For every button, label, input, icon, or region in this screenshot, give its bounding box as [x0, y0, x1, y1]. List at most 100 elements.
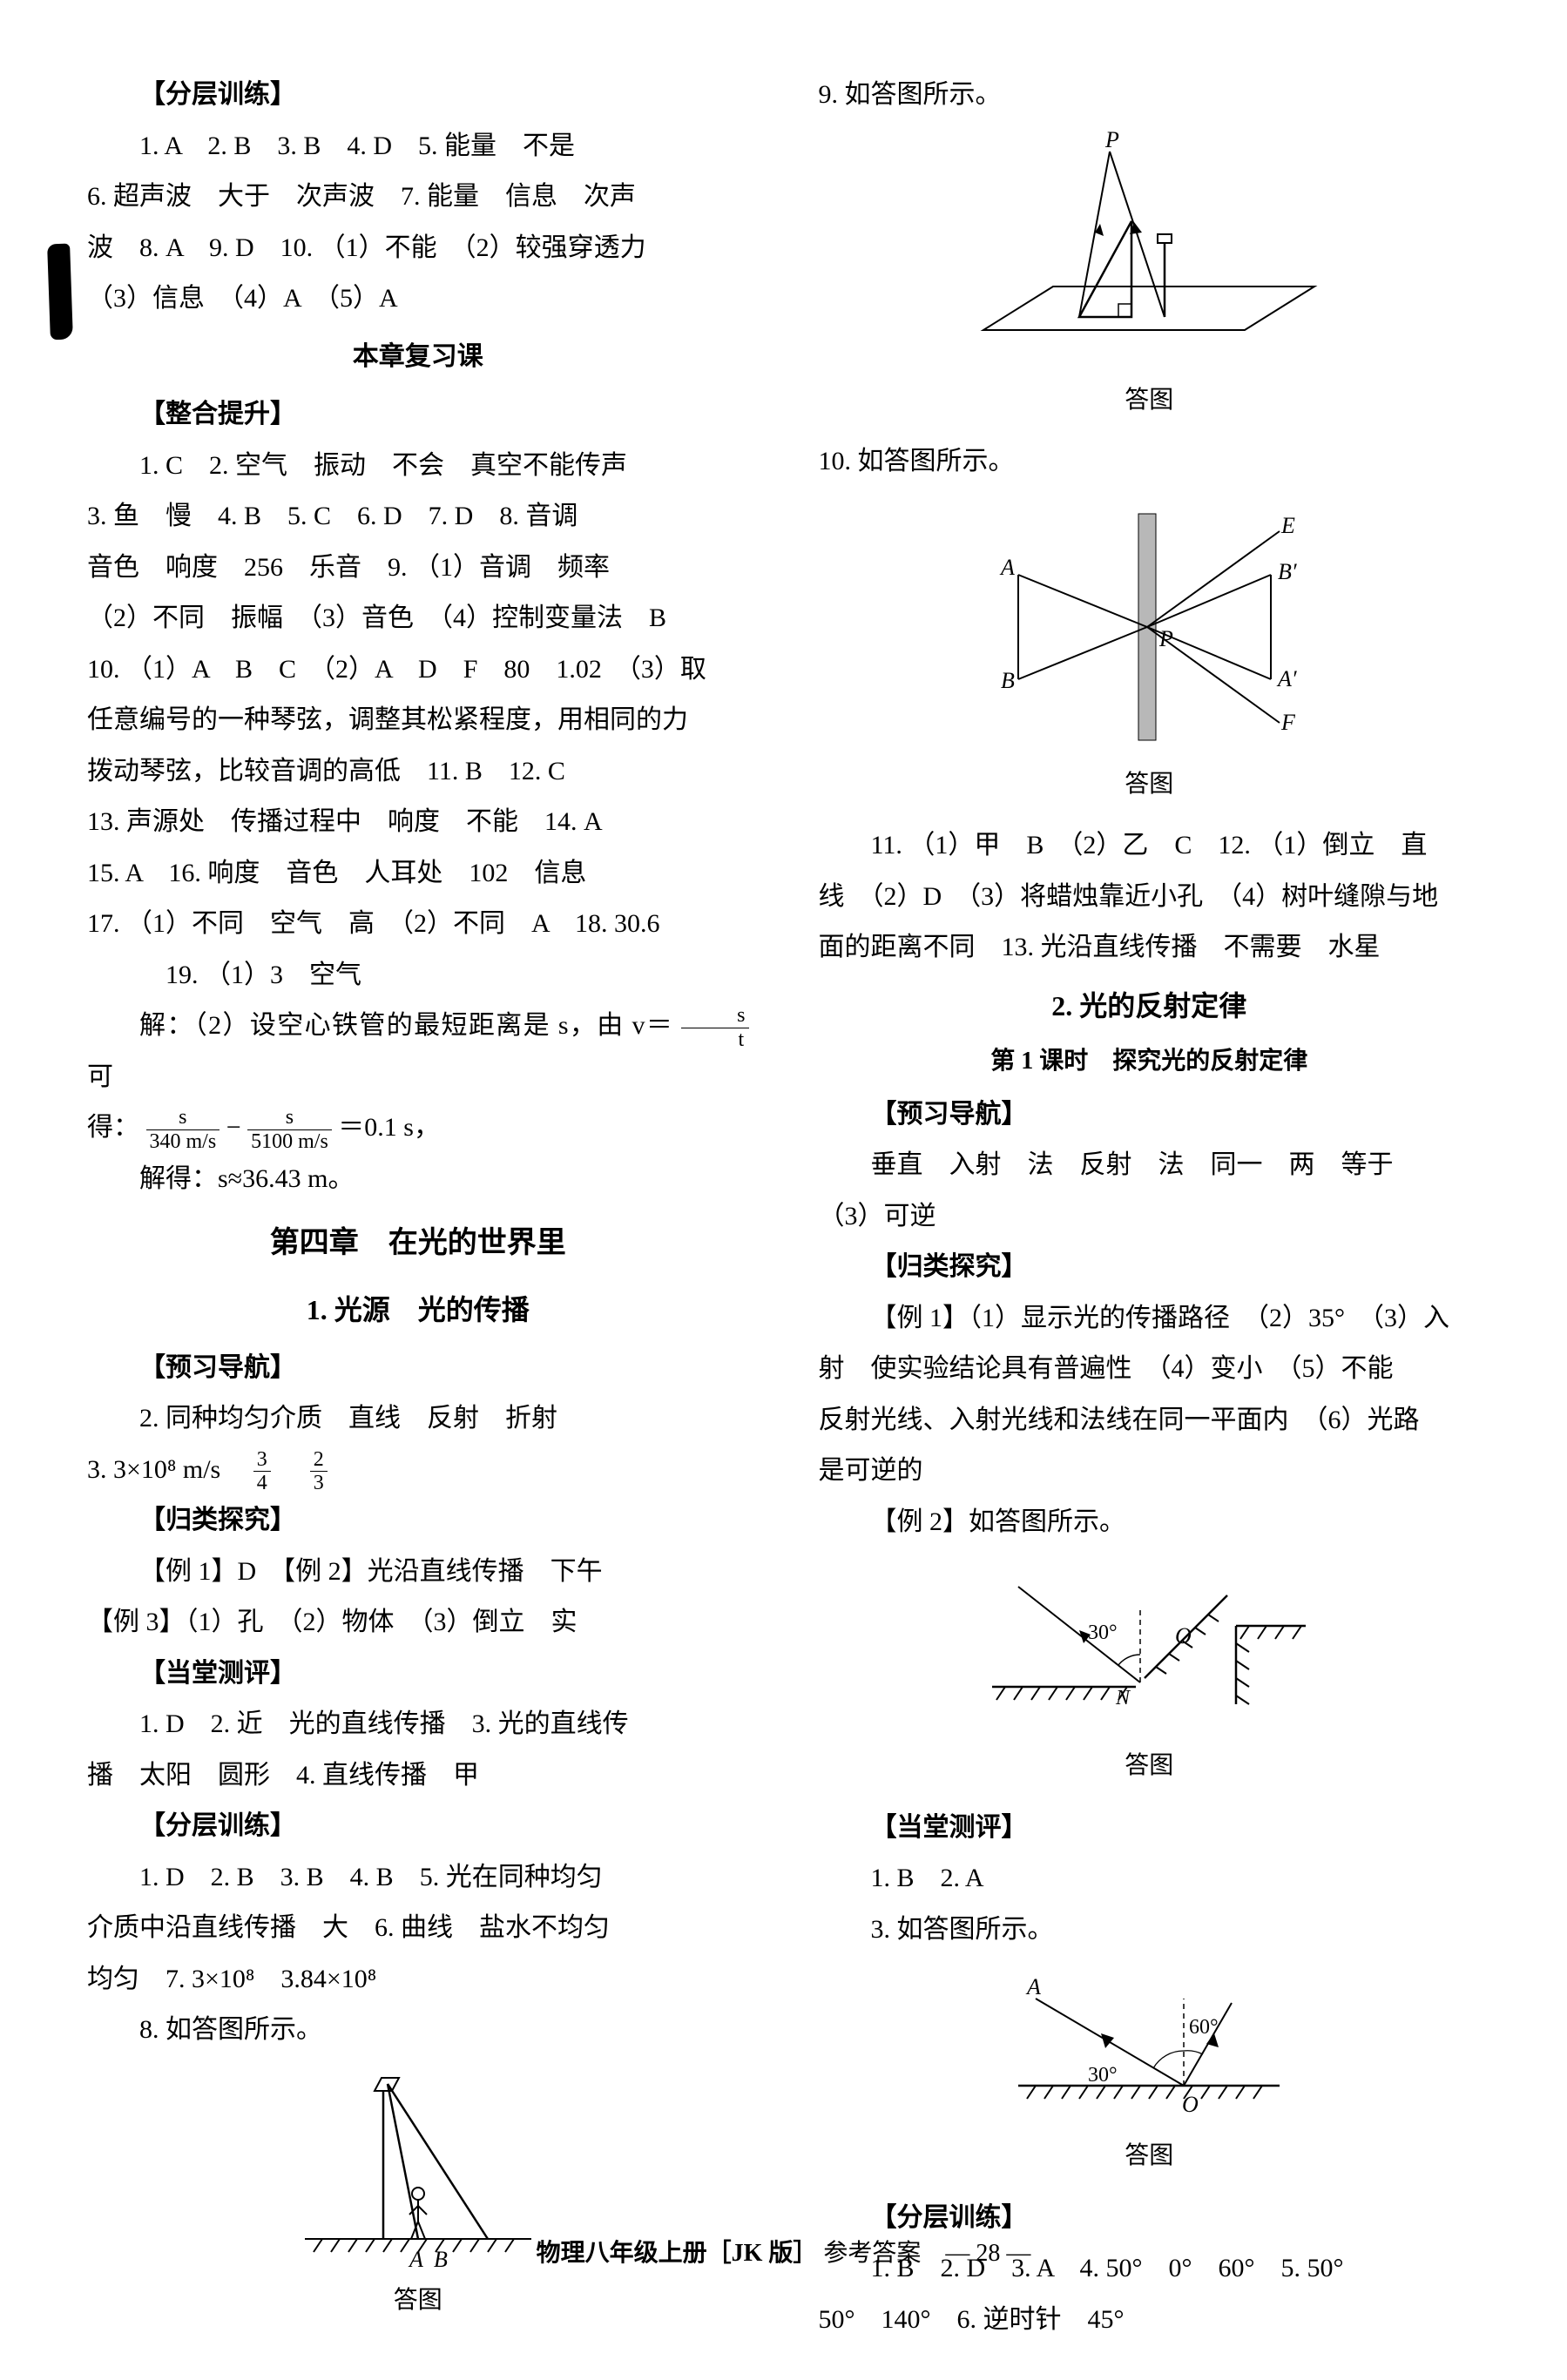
fraction: s5100 m/s — [247, 1106, 332, 1153]
figure-caption: 答图 — [819, 761, 1481, 809]
answer-line: 【例 3】（1）孔 （2）物体 （3）倒立 实 — [87, 1597, 749, 1648]
sec-title: 【归类探究】 — [819, 1242, 1481, 1293]
answer-line: （3）可逆 — [819, 1191, 1481, 1243]
answer-line: 介质中沿直线传播 大 6. 曲线 盐水不均匀 — [87, 1903, 749, 1954]
answer-line: 50° 140° 6. 逆时针 45° — [819, 2295, 1481, 2346]
answer-line: 2. 同种均匀介质 直线 反射 折射 — [87, 1393, 749, 1445]
answer-line: 【例 2】如答图所示。 — [819, 1497, 1481, 1548]
answer-line: 播 太阳 圆形 4. 直线传播 甲 — [87, 1750, 749, 1802]
answer-line: 波 8. A 9. D 10. （1）不能 （2）较强穿透力 — [87, 223, 749, 274]
sec-title: 【预习导航】 — [819, 1089, 1481, 1141]
answer-line: 11. （1）甲 B （2）乙 C 12. （1）倒立 直 — [819, 820, 1481, 872]
sec-title: 【当堂测评】 — [819, 1803, 1481, 1854]
footer-page: 参考答案 — 28 — — [823, 2240, 1030, 2267]
chapter-title: 第四章 在光的世界里 — [87, 1215, 749, 1272]
answer-line: 3. 鱼 慢 4. B 5. C 6. D 7. D 8. 音调 — [87, 491, 749, 543]
figure-caption: 答图 — [87, 2277, 749, 2325]
answer-line: （3）信息 （4）A （5）A — [87, 273, 749, 325]
answer-line: 6. 超声波 大于 次声波 7. 能量 信息 次声 — [87, 172, 749, 223]
answer-line: 1. D 2. B 3. B 4. B 5. 光在同种均匀 — [87, 1852, 749, 1904]
svg-text:B: B — [1001, 668, 1015, 693]
figure-caption: 答图 — [819, 2133, 1481, 2181]
answer-line: 拨动琴弦，比较音调的高低 11. B 12. C — [87, 746, 749, 798]
review-title: 本章复习课 — [87, 332, 749, 383]
svg-text:30°: 30° — [1088, 2064, 1118, 2087]
answer-line: 19. （1）3 空气 — [87, 950, 749, 1001]
figure-q3-diagram: A O 30° 60° — [966, 1964, 1332, 2129]
fraction: 23 — [310, 1448, 328, 1495]
svg-text:B′: B′ — [1278, 559, 1297, 584]
text: 得： — [87, 1113, 139, 1142]
answer-line: 解：（2）设空心铁管的最短距离是 s，由 v＝ st 可 — [87, 1001, 749, 1102]
sec-title: 【归类探究】 — [87, 1495, 749, 1547]
svg-text:P: P — [1158, 626, 1173, 651]
answer-line: 射 使实验结论具有普遍性 （4）变小 （5）不能 — [819, 1344, 1481, 1395]
text: ＝0.1 s， — [338, 1113, 440, 1142]
answer-line: 1. D 2. 近 光的直线传播 3. 光的直线传 — [87, 1699, 749, 1750]
section-heading: 1. 光源 光的传播 — [87, 1283, 749, 1337]
answer-line: 音色 响度 256 乐音 9. （1）音调 频率 — [87, 543, 749, 594]
answer-line: 10. 如答图所示。 — [819, 436, 1481, 488]
svg-text:O: O — [1182, 2092, 1199, 2117]
svg-text:60°: 60° — [1189, 2016, 1219, 2039]
answer-line: 得： s340 m/s − s5100 m/s ＝0.1 s， — [87, 1102, 749, 1154]
answer-line: 17. （1）不同 空气 高 （2）不同 A 18. 30.6 — [87, 899, 749, 950]
answer-line: 1. C 2. 空气 振动 不会 真空不能传声 — [87, 441, 749, 492]
svg-text:F: F — [1280, 710, 1296, 735]
svg-text:P: P — [1104, 130, 1119, 152]
answer-line: 8. 如答图所示。 — [87, 2005, 749, 2056]
svg-text:E: E — [1280, 513, 1295, 538]
minus: − — [226, 1113, 241, 1142]
right-column: 9. 如答图所示。 P 答图 10. 如答图所示。 A B — [819, 70, 1481, 2345]
answer-line: 1. A 2. B 3. B 4. D 5. 能量 不是 — [87, 121, 749, 172]
svg-text:N: N — [1115, 1687, 1131, 1709]
text: 解：（2）设空心铁管的最短距离是 s，由 v＝ — [139, 1011, 673, 1040]
sec-title: 【整合提升】 — [87, 389, 749, 441]
sec-title: 【分层训练】 — [87, 70, 749, 121]
answer-line: 9. 如答图所示。 — [819, 70, 1481, 121]
answer-line: 3. 3×10⁸ m/s 34 23 — [87, 1445, 749, 1496]
sec-title: 【当堂测评】 — [87, 1648, 749, 1700]
lesson-heading: 第 1 课时 探究光的反射定律 — [819, 1038, 1481, 1086]
svg-text:O: O — [1175, 1623, 1192, 1648]
footer-book: 物理八年级上册［JK 版］ — [537, 2240, 818, 2267]
sec-title: 【预习导航】 — [87, 1343, 749, 1394]
sec-title: 【分层训练】 — [87, 1801, 749, 1852]
answer-line: 13. 声源处 传播过程中 响度 不能 14. A — [87, 797, 749, 848]
figure-10-diagram: A B B′ A′ E F P — [966, 496, 1332, 758]
svg-text:A′: A′ — [1276, 666, 1297, 691]
answer-line: 任意编号的一种琴弦，调整其松紧程度，用相同的力 — [87, 695, 749, 746]
page-footer: 物理八年级上册［JK 版］ 参考答案 — 28 — — [0, 2234, 1567, 2269]
answer-line: 3. 如答图所示。 — [819, 1905, 1481, 1956]
answer-line: （2）不同 振幅 （3）音色 （4）控制变量法 B — [87, 593, 749, 644]
answer-line: 垂直 入射 法 反射 法 同一 两 等于 — [819, 1140, 1481, 1191]
fraction: s340 m/s — [146, 1106, 220, 1153]
answer-line: 反射光线、入射光线和法线在同一平面内 （6）光路 — [819, 1395, 1481, 1446]
answer-line: 15. A 16. 响度 音色 人耳处 102 信息 — [87, 848, 749, 900]
fraction: 34 — [253, 1448, 271, 1495]
page-content: 【分层训练】 1. A 2. B 3. B 4. D 5. 能量 不是 6. 超… — [0, 0, 1567, 2380]
scan-artifact — [47, 244, 73, 340]
left-column: 【分层训练】 1. A 2. B 3. B 4. D 5. 能量 不是 6. 超… — [87, 70, 749, 2345]
figure-9-diagram: P — [957, 130, 1341, 374]
answer-line: 线 （2）D （3）将蜡烛靠近小孔 （4）树叶缝隙与地 — [819, 872, 1481, 923]
answer-line: 均匀 7. 3×10⁸ 3.84×10⁸ — [87, 1954, 749, 2006]
answer-line: 面的距离不同 13. 光沿直线传播 不需要 水星 — [819, 922, 1481, 974]
figure-caption: 答图 — [819, 377, 1481, 425]
space — [277, 1455, 303, 1484]
figure-example2-diagram: 30° N O — [966, 1556, 1332, 1739]
svg-text:A: A — [1025, 1974, 1041, 1999]
answer-line: 解得：s≈36.43 m。 — [87, 1154, 749, 1205]
answer-line: 【例 1】（1）显示光的传播路径 （2）35° （3）入 — [819, 1293, 1481, 1345]
svg-text:30°: 30° — [1088, 1622, 1118, 1644]
figure-caption: 答图 — [819, 1743, 1481, 1790]
text: 可 — [87, 1062, 113, 1091]
answer-line: 是可逆的 — [819, 1446, 1481, 1497]
fraction: st — [681, 1004, 748, 1051]
answer-line: 1. B 2. A — [819, 1853, 1481, 1905]
text: 3. 3×10⁸ m/s — [87, 1455, 247, 1484]
answer-line: 【例 1】D 【例 2】光沿直线传播 下午 — [87, 1547, 749, 1598]
svg-text:A: A — [999, 555, 1015, 580]
section-heading: 2. 光的反射定律 — [819, 979, 1481, 1033]
answer-line: 10. （1）A B C （2）A D F 80 1.02 （3）取 — [87, 644, 749, 696]
